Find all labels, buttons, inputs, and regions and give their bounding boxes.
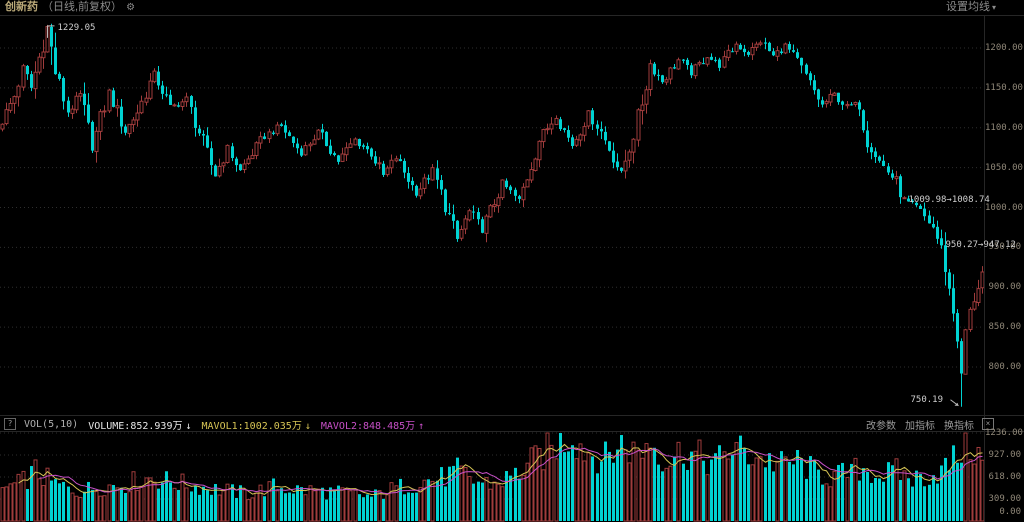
close-icon[interactable]: × <box>982 418 994 430</box>
chevron-down-icon: ▾ <box>991 3 996 12</box>
price-axis-label: 1000.00 <box>985 202 1023 213</box>
ma-settings-label: 设置均线 <box>945 1 990 13</box>
low-label: 750.19 <box>910 394 944 405</box>
volume-axis-label: 618.00 <box>988 472 1021 482</box>
gear-icon[interactable]: ⚙ <box>126 2 136 13</box>
price-axis-label: 1200.00 <box>985 43 1023 53</box>
volume-indicator-name: VOL(5,10) <box>24 418 79 430</box>
price-axis-label: 1100.00 <box>985 122 1023 133</box>
high-label: 1229.05 <box>57 22 96 33</box>
price-axis-label: 800.00 <box>988 362 1021 372</box>
price-axis-label: 850.00 <box>988 322 1021 333</box>
gap1-label: 1009.98→1008.74 <box>908 194 990 205</box>
add-indicator-link[interactable]: 加指标 <box>905 420 935 432</box>
chart-header: 创新药 （日线,前复权） ⚙ 设置均线 ▾ <box>0 0 1024 16</box>
volume-axis-label: 0.00 <box>999 507 1021 517</box>
symbol-name: 创新药 <box>5 1 38 13</box>
price-axis-label: 1050.00 <box>985 162 1023 173</box>
volume-axis-label: 309.00 <box>988 494 1021 504</box>
volume-axis-label: 1236.00 <box>985 428 1023 438</box>
volume-readout: VOLUME:852.939万 ↓ <box>88 420 192 432</box>
indicator-toolbar: 改参数 加指标 换指标 × <box>857 417 994 432</box>
help-icon[interactable]: ? <box>4 418 16 430</box>
volume-legend: ? VOL(5,10) VOLUME:852.939万 ↓ MAVOL1:1002… <box>0 417 1024 432</box>
ma-settings-button[interactable]: 设置均线 ▾ <box>946 0 996 15</box>
price-axis-label: 1150.00 <box>985 82 1023 93</box>
price-axis-label: 900.00 <box>988 282 1021 293</box>
mavol2-readout: MAVOL2:848.485万 ↑ <box>320 420 425 432</box>
mavol1-readout: MAVOL1:1002.035万 ↓ <box>201 420 311 432</box>
volume-axis-label: 927.00 <box>988 450 1021 460</box>
change-params-link[interactable]: 改参数 <box>866 420 896 432</box>
down-arrow-icon: ↓ <box>304 420 311 432</box>
up-arrow-icon: ↑ <box>418 420 425 432</box>
period-info: （日线,前复权） <box>42 1 123 13</box>
price-axis-label: 950.00 <box>988 242 1021 253</box>
down-arrow-icon: ↓ <box>185 420 192 432</box>
gap2-label: 950.27→947.12 <box>945 239 1016 250</box>
switch-indicator-link[interactable]: 换指标 <box>944 420 974 432</box>
